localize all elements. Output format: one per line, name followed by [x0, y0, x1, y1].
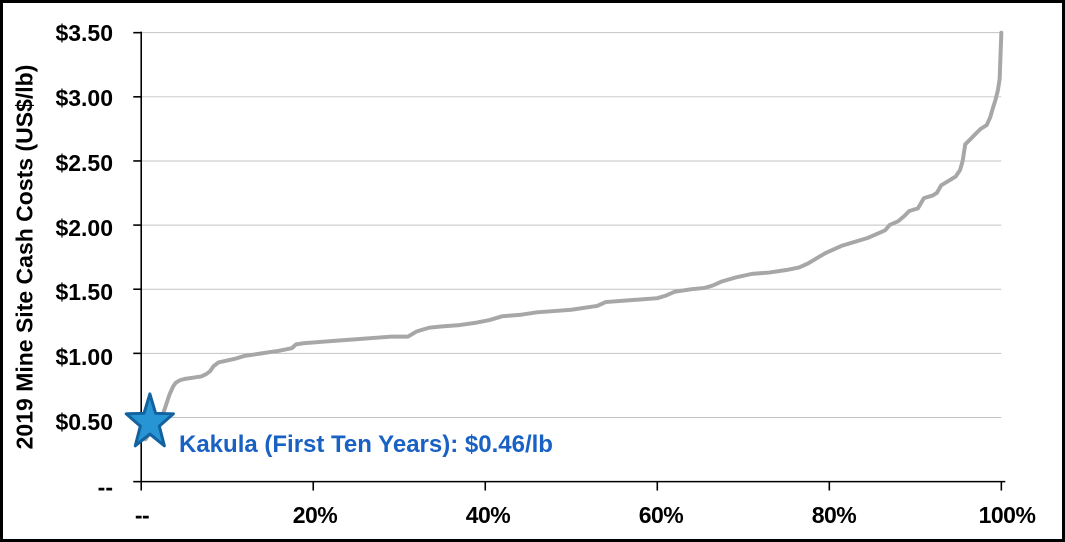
kakula-annotation: Kakula (First Ten Years): $0.46/lb	[179, 431, 553, 458]
y-axis-title: 2019 Mine Site Cash Costs (US$/lb)	[11, 64, 38, 450]
x-tick-label: 20%	[292, 502, 338, 528]
y-tick-label: $2.50	[55, 149, 113, 176]
y-tick-label: $2.00	[55, 214, 113, 241]
y-tick-label: $3.50	[55, 20, 113, 46]
y-tick-label: --	[97, 474, 113, 500]
gridlines	[141, 32, 1002, 418]
x-tick-label: 40%	[465, 502, 511, 528]
x-tick-label: 80%	[811, 502, 857, 528]
x-tick-label: 100%	[978, 502, 1036, 528]
x-tick-label: 60%	[638, 502, 684, 528]
kakula-star-icon	[124, 392, 175, 448]
plot-area	[124, 30, 1006, 491]
x-tick-label: --	[134, 502, 150, 528]
y-tick-label: $1.50	[55, 279, 113, 306]
y-tick-label: $3.00	[55, 84, 113, 111]
y-tick-label: $0.50	[55, 409, 113, 436]
axis-ticks	[133, 31, 1003, 491]
cost-curve-line	[143, 30, 1004, 442]
y-tick-label: $1.00	[55, 344, 113, 371]
